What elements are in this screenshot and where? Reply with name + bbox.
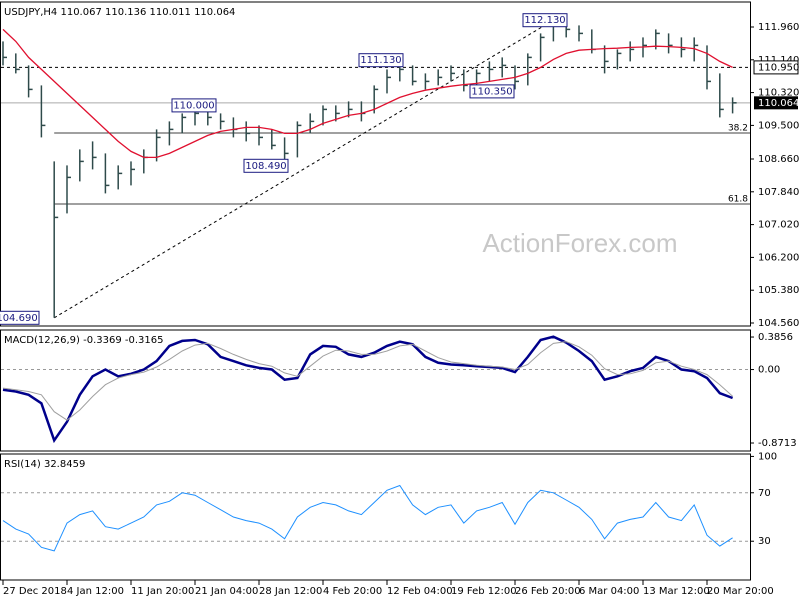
watermark: ActionForex.com <box>482 228 677 258</box>
annotation-box <box>469 84 515 99</box>
panel-frame <box>0 453 751 581</box>
panel-frame <box>0 329 751 452</box>
x-tick-label: 20 Mar 20:00 <box>707 586 774 597</box>
annotation-label: 112.130 <box>524 15 565 26</box>
x-tick-label: 13 Mar 12:00 <box>643 586 710 597</box>
annotation-label: 104.690 <box>0 313 38 324</box>
y-tick-label: 106.200 <box>758 252 799 263</box>
x-tick-label: 12 Feb 04:00 <box>387 586 453 597</box>
moving-average <box>2 28 733 159</box>
x-tick-label: 6 Mar 04:00 <box>579 586 639 597</box>
resistance-tag <box>753 60 799 75</box>
y-tick-label: 109.500 <box>758 120 799 131</box>
x-tick-label: 26 Feb 20:00 <box>515 586 581 597</box>
y-tick-label: 110.320 <box>758 88 799 99</box>
y-tick-label: 107.840 <box>758 187 799 198</box>
panel-title: MACD(12,26,9) -0.3369 -0.3165 <box>4 335 164 346</box>
x-tick-label: 19 Feb 12:00 <box>451 586 517 597</box>
panel-frame <box>0 1 751 327</box>
resistance-tag-label: 110.950 <box>758 62 799 73</box>
fib-label: 61.8 <box>728 195 748 205</box>
x-tick-label: 11 Jan 20:00 <box>131 586 194 597</box>
x-tick-label: 27 Dec 2018 <box>3 586 67 597</box>
annotation-box <box>522 13 568 28</box>
x-tick-label: 4 Feb 20:00 <box>323 586 382 597</box>
indicator-line <box>2 335 734 444</box>
annotation-label: 110.000 <box>173 100 214 111</box>
x-tick-label: 21 Jan 04:00 <box>195 586 258 597</box>
annotation-box <box>0 310 40 325</box>
y-tick-label: -0.8713 <box>758 438 797 449</box>
y-tick-label: 108.660 <box>758 154 799 165</box>
annotation-label: 108.490 <box>245 161 286 172</box>
y-tick-label: 107.020 <box>758 220 799 231</box>
last-price-tag-label: 110.064 <box>758 98 799 109</box>
y-tick-label: 105.380 <box>758 285 799 296</box>
y-tick-label: 70 <box>758 488 771 499</box>
fib-label: 38.2 <box>728 124 748 134</box>
y-tick-label: 111.960 <box>758 22 799 33</box>
y-tick-label: 111.140 <box>758 55 799 66</box>
x-tick-label: 4 Jan 12:00 <box>67 586 124 597</box>
indicator-line <box>2 484 733 552</box>
annotation-box <box>243 158 289 173</box>
y-tick-label: 30 <box>758 536 771 547</box>
annotation-label: 111.130 <box>360 55 401 66</box>
trendline <box>53 19 554 319</box>
annotation-label: 110.350 <box>471 86 512 97</box>
panel-title: USDJPY,H4 110.067 110.136 110.011 110.06… <box>4 7 235 18</box>
y-tick-label: 0.00 <box>758 365 780 376</box>
y-tick-label: 100 <box>758 451 777 462</box>
y-tick-label: 0.3856 <box>758 332 793 343</box>
indicator-line <box>2 341 733 421</box>
annotation-box <box>358 53 404 68</box>
annotation-box <box>171 98 217 113</box>
last-price-tag <box>754 96 798 110</box>
x-tick-label: 28 Jan 12:00 <box>259 586 322 597</box>
panel-title: RSI(14) 32.8459 <box>4 459 85 470</box>
y-tick-label: 104.560 <box>758 318 799 329</box>
